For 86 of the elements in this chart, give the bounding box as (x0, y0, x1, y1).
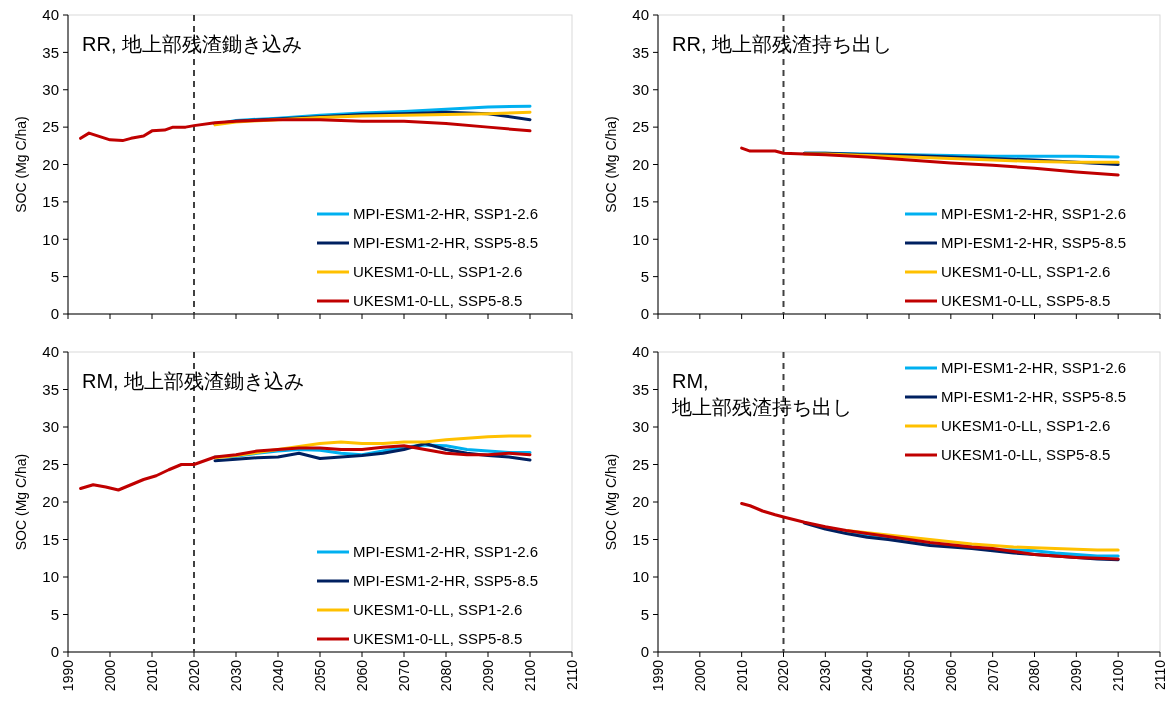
y-tick-label: 5 (640, 605, 649, 623)
x-tick-label: 2100 (1110, 659, 1127, 692)
y-tick-label: 20 (42, 155, 59, 173)
x-tick-label: 2050 (311, 659, 328, 692)
y-tick-label: 30 (42, 81, 59, 98)
x-tick-label: 2090 (479, 659, 496, 692)
legend-label: MPI-ESM1-2-HR, SSP5-8.5 (941, 388, 1127, 406)
x-tick-label: 2080 (1026, 659, 1043, 692)
y-tick-label: 30 (42, 418, 59, 436)
legend-label: MPI-ESM1-2-HR, SSP1-2.6 (941, 205, 1127, 223)
y-tick-label: 25 (42, 455, 59, 473)
x-tick-label: 2070 (395, 659, 412, 692)
legend-label: UKESM1-0-LL, SSP1-2.6 (353, 263, 523, 281)
text: RR, 地上部残渣鋤き込み (82, 33, 302, 55)
y-tick-label: 15 (632, 193, 649, 211)
y-tick-label: 0 (640, 643, 649, 661)
legend-label: UKESM1-0-LL, SSP1-2.6 (941, 263, 1111, 281)
y-tick-label: 40 (42, 343, 59, 361)
y-axis-title: SOC (Mg C/ha) (13, 116, 29, 213)
y-tick-label: 0 (640, 305, 649, 323)
x-tick-label: 2010 (143, 659, 160, 692)
y-tick-label: 40 (632, 6, 649, 24)
legend-label: MPI-ESM1-2-HR, SSP5-8.5 (941, 234, 1127, 252)
y-tick-label: 40 (632, 343, 649, 361)
x-tick-label: 2030 (227, 659, 244, 692)
y-tick-label: 40 (42, 6, 59, 24)
x-tick-label: 2040 (269, 659, 286, 692)
text: RM, 地上部残渣持ち出し (671, 370, 852, 418)
x-tick-label: 2020 (185, 659, 202, 692)
y-tick-label: 0 (50, 305, 59, 323)
x-tick-label: 2000 (101, 659, 118, 692)
legend-label: UKESM1-0-LL, SSP5-8.5 (353, 292, 523, 310)
x-tick-label: 2110 (563, 659, 580, 691)
y-tick-label: 15 (42, 193, 59, 211)
legend-label: MPI-ESM1-2-HR, SSP1-2.6 (353, 205, 539, 223)
y-tick-label: 10 (632, 568, 649, 586)
y-tick-label: 25 (632, 455, 649, 473)
y-tick-label: 20 (632, 493, 649, 511)
x-tick-label: 2010 (733, 659, 750, 692)
legend-label: UKESM1-0-LL, SSP1-2.6 (353, 601, 523, 619)
y-axis-title: SOC (Mg C/ha) (13, 453, 29, 551)
x-tick-label: 2080 (437, 659, 454, 692)
y-tick-label: 25 (42, 118, 59, 136)
x-tick-label: 2060 (942, 659, 959, 692)
y-tick-label: 5 (50, 605, 59, 623)
x-tick-label: 2060 (353, 659, 370, 692)
y-tick-label: 35 (42, 43, 59, 61)
y-axis-title: SOC (Mg C/ha) (603, 116, 619, 213)
y-tick-label: 30 (632, 418, 649, 436)
legend-label: MPI-ESM1-2-HR, SSP1-2.6 (941, 359, 1127, 377)
x-tick-label: 2090 (1068, 659, 1085, 692)
y-tick-label: 15 (632, 530, 649, 548)
legend-label: UKESM1-0-LL, SSP5-8.5 (941, 446, 1111, 464)
legend-label: UKESM1-0-LL, SSP5-8.5 (941, 292, 1111, 310)
y-tick-label: 25 (632, 118, 649, 136)
x-tick-label: 2020 (775, 659, 792, 692)
y-tick-label: 0 (50, 643, 59, 661)
x-tick-label: 2030 (817, 659, 834, 692)
legend-label: MPI-ESM1-2-HR, SSP5-8.5 (353, 572, 539, 590)
y-tick-label: 5 (640, 267, 649, 285)
y-tick-label: 5 (50, 267, 59, 285)
x-tick-label: 2050 (900, 659, 917, 692)
y-tick-label: 10 (632, 230, 649, 248)
text: RR, 地上部残渣持ち出し (672, 33, 892, 55)
x-tick-label: 1990 (649, 659, 666, 692)
x-tick-label: 2100 (521, 659, 538, 692)
y-tick-label: 10 (42, 568, 59, 586)
legend-label: MPI-ESM1-2-HR, SSP5-8.5 (353, 234, 539, 252)
x-tick-label: 2070 (984, 659, 1001, 692)
legend-label: UKESM1-0-LL, SSP5-8.5 (353, 630, 523, 648)
legend-label: MPI-ESM1-2-HR, SSP1-2.6 (353, 543, 539, 561)
legend-label: UKESM1-0-LL, SSP1-2.6 (941, 417, 1111, 435)
y-tick-label: 15 (42, 530, 59, 548)
y-tick-label: 35 (632, 43, 649, 61)
x-tick-label: 1990 (59, 659, 76, 692)
text: RM, 地上部残渣鋤き込み (82, 370, 305, 392)
y-tick-label: 20 (632, 155, 649, 173)
y-tick-label: 20 (42, 493, 59, 511)
y-tick-label: 10 (42, 230, 59, 248)
x-tick-label: 2000 (691, 659, 708, 692)
y-tick-label: 35 (42, 380, 59, 398)
x-tick-label: 2040 (859, 659, 876, 692)
x-tick-label: 2110 (1151, 659, 1168, 691)
y-tick-label: 35 (632, 380, 649, 398)
y-tick-label: 30 (632, 81, 649, 98)
y-axis-title: SOC (Mg C/ha) (603, 453, 619, 551)
